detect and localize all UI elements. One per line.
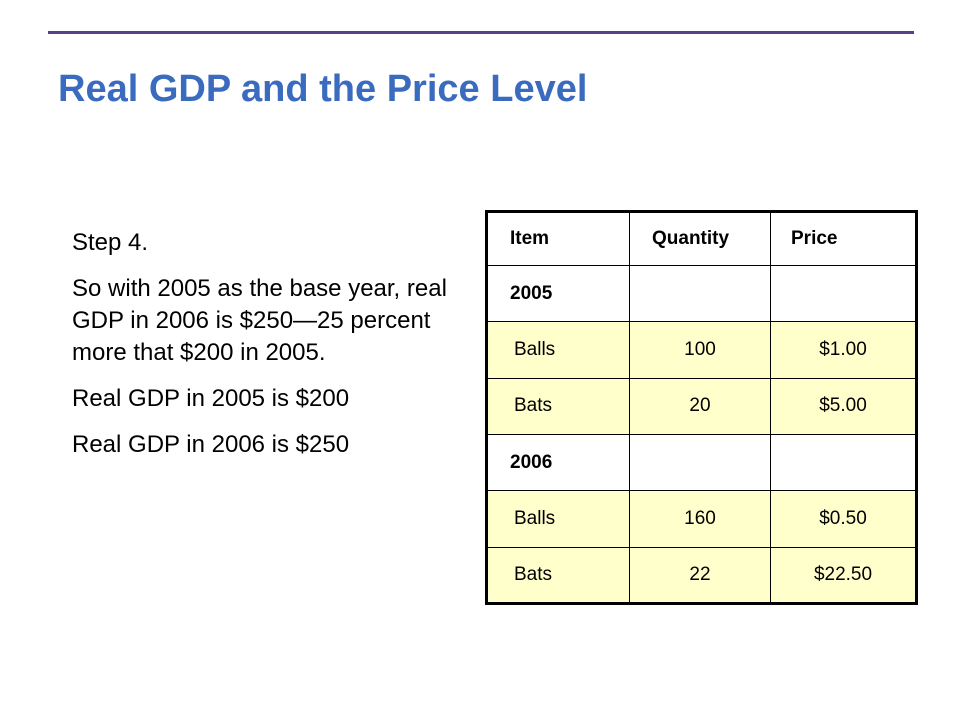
year-row-2005: 2005: [486, 264, 917, 323]
price-cell: $0.50: [770, 490, 917, 548]
empty-cell: [770, 433, 917, 492]
price-cell: $22.50: [770, 546, 917, 605]
real-gdp-2006-text: Real GDP in 2006 is $250: [72, 431, 350, 458]
year-label: 2005: [486, 264, 630, 323]
price-cell: $5.00: [770, 377, 917, 435]
quantity-cell: 100: [629, 321, 771, 379]
price-quantity-table: Item Quantity Price 2005 Balls 100 $1.00…: [485, 210, 918, 605]
price-cell: $1.00: [770, 321, 917, 379]
table-header-row: Item Quantity Price: [486, 211, 917, 266]
year-row-2006: 2006: [486, 433, 917, 492]
slide-body: Step 4. So with 2005 as the base year, r…: [72, 227, 472, 475]
item-cell: Balls: [486, 321, 630, 379]
column-header-price: Price: [770, 211, 917, 266]
empty-cell: [629, 433, 771, 492]
step-label: Step 4.: [72, 229, 149, 256]
top-divider: [48, 31, 914, 34]
column-header-item: Item: [486, 211, 630, 266]
column-header-quantity: Quantity: [629, 211, 771, 266]
year-label: 2006: [486, 433, 630, 492]
item-cell: Bats: [486, 546, 630, 605]
empty-cell: [629, 264, 771, 323]
item-cell: Balls: [486, 490, 630, 548]
table-row: Bats 22 $22.50: [486, 546, 917, 605]
item-cell: Bats: [486, 377, 630, 435]
empty-cell: [770, 264, 917, 323]
explanation-text: So with 2005 as the base year, real GDP …: [72, 275, 447, 366]
table-row: Balls 100 $1.00: [486, 321, 917, 379]
quantity-cell: 22: [629, 546, 771, 605]
table-row: Bats 20 $5.00: [486, 377, 917, 435]
slide-title: Real GDP and the Price Level: [58, 68, 588, 110]
table-row: Balls 160 $0.50: [486, 490, 917, 548]
quantity-cell: 160: [629, 490, 771, 548]
real-gdp-2005-text: Real GDP in 2005 is $200: [72, 385, 350, 412]
quantity-cell: 20: [629, 377, 771, 435]
